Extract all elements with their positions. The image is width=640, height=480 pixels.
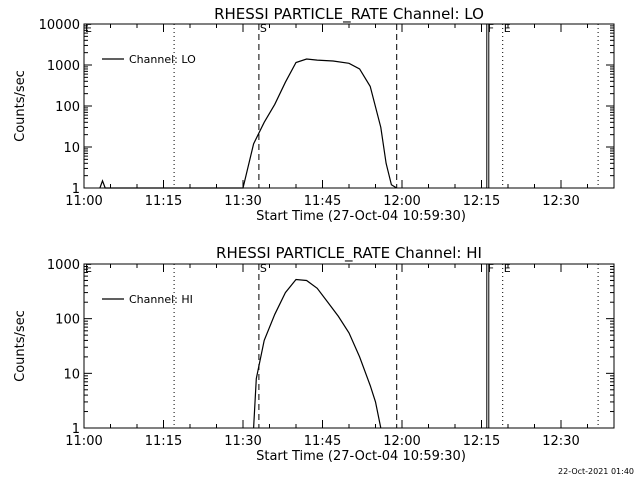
x-tick-label: 12:15 bbox=[463, 194, 500, 209]
chart-title: RHESSI PARTICLE_RATE Channel: HI bbox=[216, 244, 482, 263]
y-tick-label: 10000 bbox=[39, 18, 80, 33]
x-tick-label: 11:00 bbox=[65, 194, 102, 209]
y-axis-label: Counts/sec bbox=[13, 310, 28, 382]
x-tick-label: 12:30 bbox=[542, 434, 579, 449]
marker-label: E bbox=[85, 262, 92, 275]
x-tick-label: 11:45 bbox=[304, 434, 341, 449]
chart-panel-hi: RHESSI PARTICLE_RATE Channel: HI 11:00 11:… bbox=[13, 244, 615, 464]
y-tick-label: 100 bbox=[55, 313, 80, 328]
chart-title: RHESSI PARTICLE_RATE Channel: LO bbox=[214, 5, 484, 24]
marker-label: E bbox=[504, 22, 511, 35]
x-tick-label: 12:15 bbox=[463, 434, 500, 449]
marker-label: F bbox=[488, 22, 494, 35]
y-tick-label: 1000 bbox=[47, 59, 80, 74]
x-axis-label: Start Time (27-Oct-04 10:59:30) bbox=[256, 449, 466, 464]
y-tick-label: 1 bbox=[72, 422, 80, 437]
x-tick-label: 11:45 bbox=[304, 194, 341, 209]
marker-label: F bbox=[488, 262, 494, 275]
y-tick-label: 100 bbox=[55, 100, 80, 115]
series-line bbox=[99, 58, 398, 189]
footer-timestamp: 22-Oct-2021 01:40 bbox=[558, 467, 634, 476]
x-tick-label: 12:30 bbox=[542, 194, 579, 209]
y-tick-label: 10 bbox=[63, 141, 80, 156]
legend-label: Channel: HI bbox=[129, 293, 193, 306]
marker-label: E bbox=[85, 22, 92, 35]
y-axis-label: Counts/sec bbox=[13, 70, 28, 142]
x-axis-label: Start Time (27-Oct-04 10:59:30) bbox=[256, 209, 466, 224]
chart-panel-lo: RHESSI PARTICLE_RATE Channel: LO 11:00 11:… bbox=[13, 5, 615, 224]
plot-frame bbox=[83, 23, 615, 189]
x-tick-label: 12:00 bbox=[383, 434, 420, 449]
x-tick-label: 11:00 bbox=[65, 434, 102, 449]
marker-label: S bbox=[260, 262, 267, 275]
x-tick-label: 11:15 bbox=[145, 194, 182, 209]
x-tick-label: 11:30 bbox=[224, 194, 261, 209]
y-tick-label: 1000 bbox=[47, 258, 80, 273]
plot-frame bbox=[83, 263, 615, 429]
marker-label: S bbox=[260, 22, 267, 35]
marker-label: E bbox=[504, 262, 511, 275]
x-tick-label: 12:00 bbox=[383, 194, 420, 209]
x-tick-label: 11:30 bbox=[224, 434, 261, 449]
legend-label: Channel: LO bbox=[129, 53, 196, 66]
series-line bbox=[253, 278, 382, 429]
y-tick-label: 10 bbox=[63, 367, 80, 382]
x-tick-label: 11:15 bbox=[145, 434, 182, 449]
y-tick-label: 1 bbox=[72, 182, 80, 197]
